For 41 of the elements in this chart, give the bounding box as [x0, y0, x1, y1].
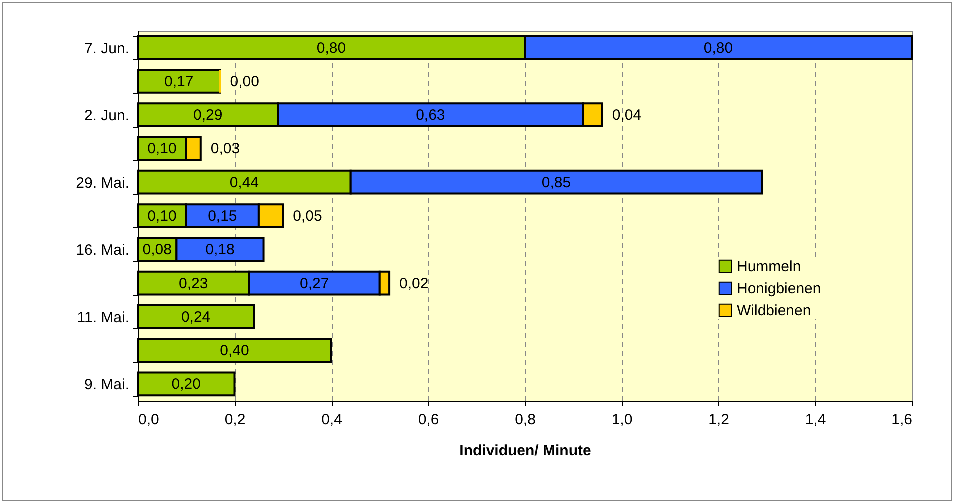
data-label: 0,00	[230, 73, 260, 90]
data-label: 0,02	[400, 275, 429, 292]
data-label: 0,03	[210, 140, 240, 158]
data-label: 0,05	[293, 208, 322, 225]
x-tick-label: 1,6	[892, 412, 912, 428]
data-label: 0,24	[181, 308, 211, 326]
x-tick-label: 1,2	[708, 412, 730, 428]
data-label: 0,27	[300, 275, 330, 292]
legend-label: Hummeln	[737, 258, 802, 276]
x-tick-label: 0,8	[515, 412, 536, 428]
y-tick-label: 9. Mai.	[84, 376, 130, 394]
y-tick-label: 16. Mai.	[76, 242, 130, 260]
y-tick-label: 2. Jun.	[84, 108, 130, 125]
y-tick-label: 29. Mai.	[76, 174, 130, 192]
data-label: 0,17	[164, 73, 194, 90]
x-tick-label: 0,6	[418, 412, 440, 428]
data-label: 0,08	[142, 242, 172, 259]
data-label: 0,80	[704, 40, 734, 57]
data-label: 0,10	[148, 140, 177, 158]
data-label: 0,40	[220, 342, 250, 360]
data-label: 0,44	[230, 174, 260, 192]
data-label: 0,20	[172, 376, 201, 394]
data-label: 0,15	[208, 208, 238, 225]
x-tick-label: 1,4	[805, 412, 826, 428]
data-label: 0,85	[542, 174, 572, 192]
x-tick-label: 0,0	[138, 412, 160, 428]
x-tick-label: 1,0	[612, 412, 633, 428]
x-tick-label: 0,2	[224, 412, 246, 428]
y-tick-label: 11. Mai.	[77, 309, 130, 326]
data-label: 0,10	[148, 208, 177, 225]
data-label: 0,23	[179, 275, 208, 292]
data-label: 0,04	[612, 107, 642, 124]
legend-label: Honigbienen	[737, 280, 822, 298]
data-label: 0,29	[194, 107, 223, 124]
y-tick-label: 7. Jun.	[84, 40, 130, 58]
data-label: 0,80	[316, 40, 346, 57]
legend-label: Wildbienen	[737, 302, 812, 320]
x-axis-title: Individuen/ Minute	[460, 442, 592, 460]
data-label: 0,63	[416, 107, 446, 124]
data-label: 0,18	[206, 242, 235, 259]
x-tick-label: 0,4	[322, 412, 342, 428]
